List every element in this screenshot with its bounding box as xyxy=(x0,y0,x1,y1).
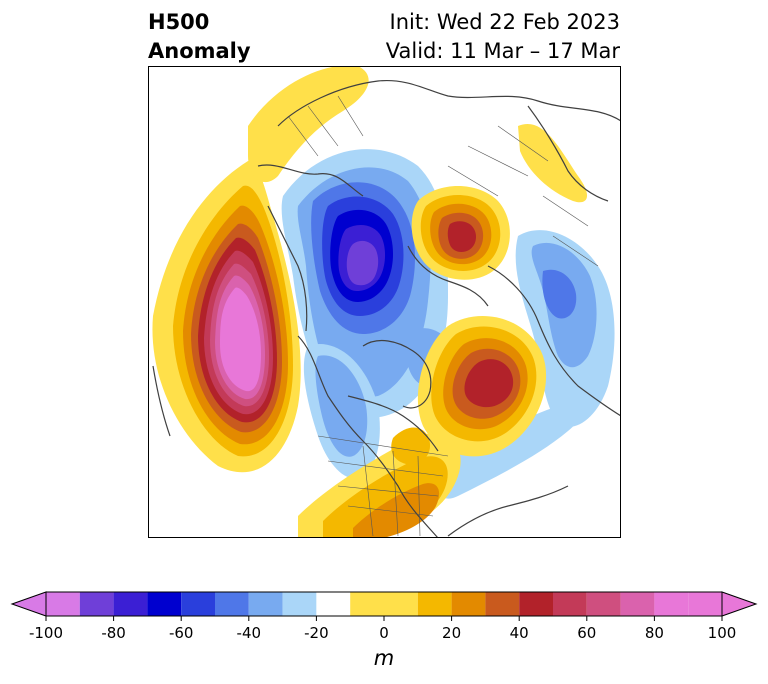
colorbar-tick-label: 40 xyxy=(509,624,529,642)
colorbar-tick-label: 100 xyxy=(707,624,737,642)
political-borders xyxy=(287,95,599,537)
colorbar-segment xyxy=(79,592,114,616)
init-date: Init: Wed 22 Feb 2023 xyxy=(389,10,620,34)
colorbar-segment xyxy=(586,592,621,616)
colorbar xyxy=(10,591,758,621)
colorbar-segment xyxy=(316,592,351,616)
colorbar-max-extension xyxy=(721,591,758,617)
colorbar-tick-marks xyxy=(45,616,723,621)
colorbar-segment xyxy=(417,592,452,616)
colorbar-tick-label: -60 xyxy=(168,624,194,642)
colorbar-segment xyxy=(451,592,486,616)
colorbar-segments xyxy=(46,592,722,616)
colorbar-segment xyxy=(688,592,722,616)
colorbar-tick-label: -100 xyxy=(28,624,64,642)
title-right: Init: Wed 22 Feb 2023 Valid: 11 Mar – 17… xyxy=(386,8,620,66)
colorbar-tick-label: 0 xyxy=(379,624,389,642)
colorbar-segment xyxy=(654,592,689,616)
pacific-ridge xyxy=(152,161,301,473)
colorbar-segment xyxy=(181,592,215,616)
title-left: H500 Anomaly xyxy=(148,8,251,66)
colorbar-tick-label: 80 xyxy=(644,624,664,642)
colorbar-segment xyxy=(113,592,148,616)
colorbar-tick-label: 20 xyxy=(442,624,462,642)
colorbar-segment xyxy=(620,592,655,616)
colorbar-tick-label: -40 xyxy=(236,624,262,642)
colorbar-tick-labels: -100 -80 -60 -40 -20 0 20 40 60 80 100 xyxy=(0,624,768,644)
colorbar-tick-label: -20 xyxy=(304,624,329,642)
siberia-ridge xyxy=(411,186,510,280)
colorbar-segment xyxy=(350,592,418,616)
coastlines xyxy=(152,79,621,538)
colorbar-min-extension xyxy=(10,591,47,617)
valid-range: Valid: 11 Mar – 17 Mar xyxy=(385,39,620,63)
colorbar-unit: m xyxy=(373,646,395,670)
anomaly-map xyxy=(148,66,621,538)
colorbar-segment xyxy=(282,592,317,616)
colorbar-segment xyxy=(485,592,520,616)
colorbar-segment xyxy=(553,592,587,616)
eastern-us-ridge xyxy=(298,427,461,538)
canada-trough xyxy=(303,328,454,479)
colorbar-tick-label: 60 xyxy=(577,624,597,642)
title-anomaly: Anomaly xyxy=(148,39,251,63)
asia-trough xyxy=(437,230,615,499)
arctic-positive-band xyxy=(248,66,588,203)
colorbar-segment xyxy=(147,592,182,616)
colorbar-segment xyxy=(519,592,553,616)
atlantic-ridge xyxy=(417,316,547,457)
colorbar-segment xyxy=(248,592,283,616)
colorbar-tick-label: -80 xyxy=(101,624,126,642)
colorbar-segment xyxy=(215,592,249,616)
title-field: H500 xyxy=(148,10,210,34)
colorbar-segment xyxy=(46,592,80,616)
